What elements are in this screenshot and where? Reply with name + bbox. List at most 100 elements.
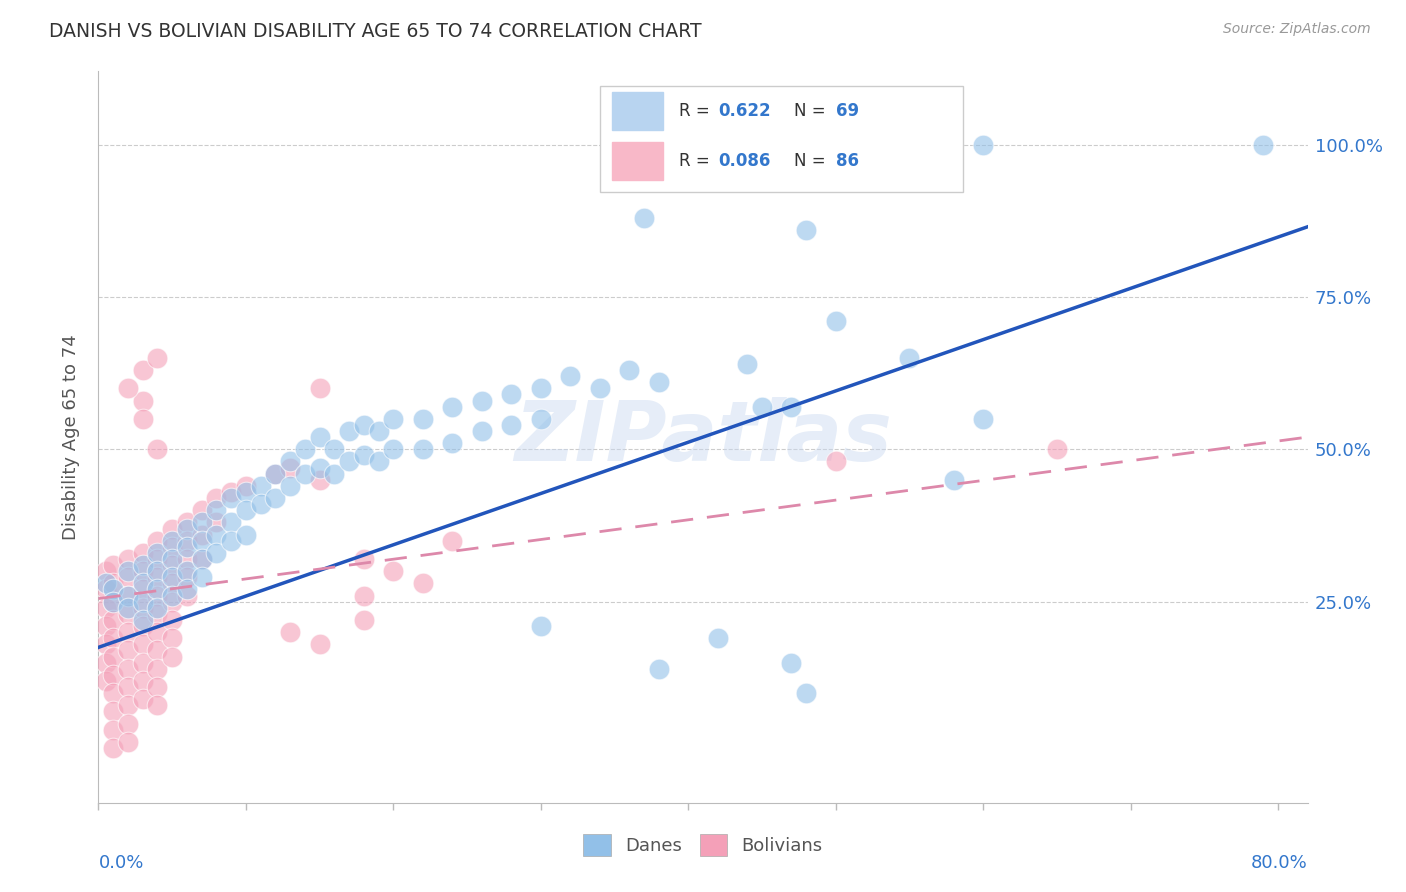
Point <box>131 594 153 608</box>
Point <box>146 546 169 560</box>
Point <box>942 473 965 487</box>
Point <box>131 393 153 408</box>
Point <box>176 552 198 566</box>
Point <box>382 564 405 578</box>
Point <box>160 570 183 584</box>
Point <box>337 424 360 438</box>
Text: ZIPatlas: ZIPatlas <box>515 397 891 477</box>
Point <box>101 667 124 681</box>
Point <box>190 533 212 548</box>
Point <box>117 589 139 603</box>
Point <box>353 417 375 432</box>
Point <box>706 632 728 646</box>
Point <box>101 594 124 608</box>
Point <box>117 643 139 657</box>
Point <box>219 491 242 505</box>
Point <box>441 436 464 450</box>
Point <box>190 552 212 566</box>
Point <box>160 594 183 608</box>
Point <box>308 637 330 651</box>
Point <box>278 479 301 493</box>
Point <box>294 442 316 457</box>
Point <box>249 479 271 493</box>
Point <box>131 558 153 573</box>
Point <box>972 412 994 426</box>
Point <box>101 740 124 755</box>
Point <box>898 351 921 365</box>
Point <box>117 735 139 749</box>
Point <box>160 533 183 548</box>
Point <box>176 516 198 530</box>
Point <box>146 680 169 694</box>
Point <box>160 649 183 664</box>
Point <box>131 656 153 670</box>
Point <box>176 589 198 603</box>
Legend: Danes, Bolivians: Danes, Bolivians <box>576 827 830 863</box>
Point <box>146 564 169 578</box>
Point <box>160 521 183 535</box>
Point <box>117 716 139 731</box>
Point <box>235 527 257 541</box>
Point <box>412 576 434 591</box>
Point <box>205 516 228 530</box>
Text: N =: N = <box>793 153 831 170</box>
Point <box>160 576 183 591</box>
Point <box>190 552 212 566</box>
Point <box>530 412 553 426</box>
Point <box>412 412 434 426</box>
Point <box>794 223 817 237</box>
Point <box>308 473 330 487</box>
Point <box>176 564 198 578</box>
Point <box>160 552 183 566</box>
Point <box>735 357 758 371</box>
Point <box>146 698 169 713</box>
Text: 69: 69 <box>837 103 859 120</box>
Point <box>1046 442 1069 457</box>
Point <box>294 467 316 481</box>
Point <box>972 137 994 152</box>
Point <box>794 686 817 700</box>
Point <box>308 430 330 444</box>
Text: 0.622: 0.622 <box>718 103 772 120</box>
Point <box>176 521 198 535</box>
Point <box>308 460 330 475</box>
Point <box>131 546 153 560</box>
Point <box>367 424 389 438</box>
Point <box>146 643 169 657</box>
Point <box>323 442 346 457</box>
Point <box>176 582 198 597</box>
Point <box>117 625 139 640</box>
Point <box>117 564 139 578</box>
Point <box>131 576 153 591</box>
Point <box>117 662 139 676</box>
Point <box>780 400 803 414</box>
Point <box>353 613 375 627</box>
Point <box>235 485 257 500</box>
Point <box>160 589 183 603</box>
Point <box>101 632 124 646</box>
Point <box>101 705 124 719</box>
Point <box>131 637 153 651</box>
Point <box>176 570 198 584</box>
Point <box>412 442 434 457</box>
Point <box>353 448 375 462</box>
Point <box>471 424 494 438</box>
Point <box>441 400 464 414</box>
Point <box>117 570 139 584</box>
Point <box>190 503 212 517</box>
Point <box>94 619 117 633</box>
Point <box>382 412 405 426</box>
Text: DANISH VS BOLIVIAN DISABILITY AGE 65 TO 74 CORRELATION CHART: DANISH VS BOLIVIAN DISABILITY AGE 65 TO … <box>49 22 702 41</box>
Text: R =: R = <box>679 153 714 170</box>
Point <box>94 637 117 651</box>
Point <box>160 632 183 646</box>
Point <box>1253 137 1275 152</box>
Point <box>205 546 228 560</box>
Point <box>131 582 153 597</box>
Point <box>131 619 153 633</box>
Point <box>131 600 153 615</box>
Point <box>219 485 242 500</box>
FancyBboxPatch shape <box>613 92 664 130</box>
Point <box>131 692 153 706</box>
Point <box>205 503 228 517</box>
